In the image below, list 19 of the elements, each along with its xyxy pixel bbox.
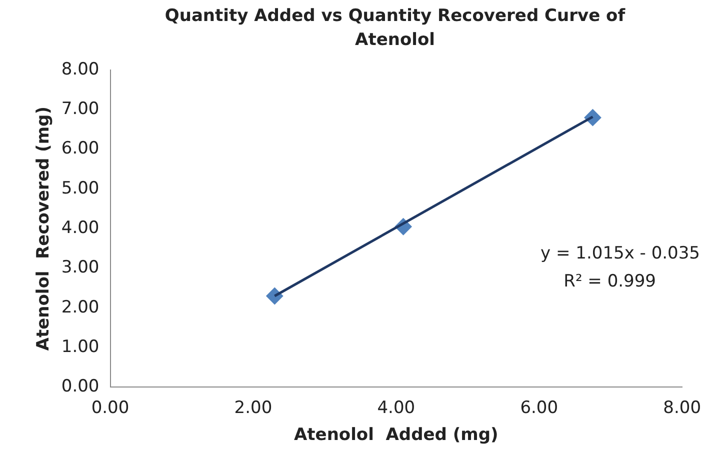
x-tick-label: 8.00 <box>663 398 702 418</box>
x-axis-title: Atenolol Added (mg) <box>294 425 498 446</box>
x-tick-label: 0.00 <box>91 398 130 418</box>
y-tick-label: 1.00 <box>61 336 100 357</box>
x-tick-label: 6.00 <box>520 398 558 418</box>
y-tick-label: 2.00 <box>61 297 100 318</box>
y-tick-label: 8.00 <box>61 59 100 80</box>
y-tick-label: 0.00 <box>61 376 100 397</box>
annotation: R² = 0.999 <box>564 271 656 292</box>
y-tick-label: 4.00 <box>61 218 100 238</box>
y-tick-label: 5.00 <box>61 178 100 198</box>
y-axis-title: Atenolol Recovered (mg) <box>34 106 54 351</box>
x-tick-label: 2.00 <box>234 398 272 418</box>
y-tick-label: 7.00 <box>61 99 100 120</box>
annotation: y = 1.015x - 0.035 <box>540 243 700 264</box>
y-tick-label: 6.00 <box>61 138 100 159</box>
x-tick-label: 4.00 <box>377 398 416 418</box>
y-tick-label: 3.00 <box>61 258 100 278</box>
chart-title: Quantity Added vs Quantity Recovered Curve of Atenolol <box>164 5 626 52</box>
